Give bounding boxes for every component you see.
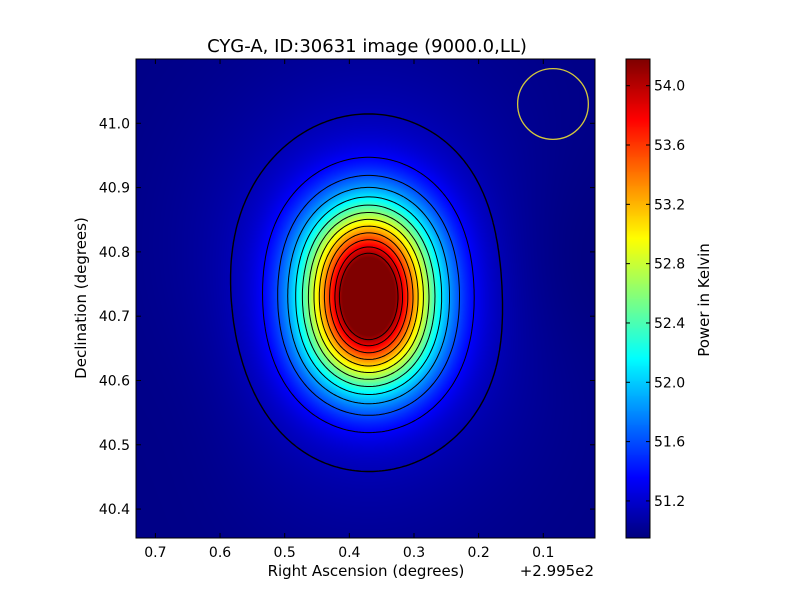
x-tick-label: 0.5 (274, 545, 296, 561)
contour-line (338, 252, 399, 341)
x-tick-label: 0.7 (144, 545, 166, 561)
x-tick-label: 0.4 (338, 545, 360, 561)
colorbar-tick-label: 52.8 (654, 257, 685, 273)
contour-line (313, 218, 424, 373)
colorbar: 51.2 51.6 52.0 52.4 52.8 53.2 53.6 54.0 Power i… (625, 58, 713, 539)
contour-line (334, 246, 403, 347)
heatmap-image (136, 59, 595, 538)
y-tick-label: 40.8 (99, 245, 130, 261)
contour-line (318, 225, 419, 367)
y-tick-label: 40.7 (99, 309, 130, 325)
contour-line (329, 239, 409, 354)
contour-line (277, 174, 460, 416)
x-offset-label: +2.995e2 (520, 562, 594, 580)
colorbar-tick-label: 51.6 (654, 435, 685, 451)
x-axis-label: Right Ascension (degrees) (268, 562, 465, 580)
colorbar-tick-label: 53.6 (654, 138, 685, 154)
x-axis: 0.7 0.6 0.5 0.4 0.3 0.2 0.1 (144, 59, 554, 561)
colorbar-tick-label: 52.4 (654, 316, 685, 332)
colorbar-gradient (626, 59, 650, 538)
y-tick-label: 40.9 (99, 181, 130, 197)
contour-line (295, 196, 443, 395)
x-tick-label: 0.3 (403, 545, 425, 561)
plot-frame (135, 58, 596, 539)
x-tick-label: 0.6 (209, 545, 231, 561)
y-tick-label: 40.5 (99, 438, 130, 454)
beam-circle (516, 67, 589, 141)
contour-line (262, 156, 475, 434)
contour-line (323, 232, 414, 360)
contour-line (301, 204, 436, 387)
colorbar-ticks: 51.2 51.6 52.0 52.4 52.8 53.2 53.6 54.0 (626, 79, 685, 510)
y-axis-label: Declination (degrees) (72, 217, 90, 379)
colorbar-tick-label: 52.0 (654, 375, 685, 391)
y-tick-label: 41.0 (99, 116, 130, 132)
contour-line (287, 186, 450, 405)
chart-title: CYG-A, ID:30631 image (9000.0,LL) (207, 36, 527, 57)
y-axis: 40.4 40.5 40.6 40.7 40.8 40.9 41.0 (99, 116, 595, 518)
y-tick-label: 40.4 (99, 502, 130, 518)
plot-area (135, 58, 596, 539)
x-tick-label: 0.2 (468, 545, 490, 561)
colorbar-tick-label: 51.2 (654, 494, 685, 510)
colorbar-tick-label: 54.0 (654, 79, 685, 95)
x-tick-label: 0.1 (532, 545, 554, 561)
y-tick-label: 40.6 (99, 373, 130, 389)
contour-line (307, 212, 430, 380)
colorbar-label: Power in Kelvin (695, 243, 713, 357)
contour-overlay (229, 67, 589, 473)
colorbar-frame (625, 58, 651, 539)
colorbar-tick-label: 53.2 (654, 197, 685, 213)
contour-line (229, 113, 504, 473)
